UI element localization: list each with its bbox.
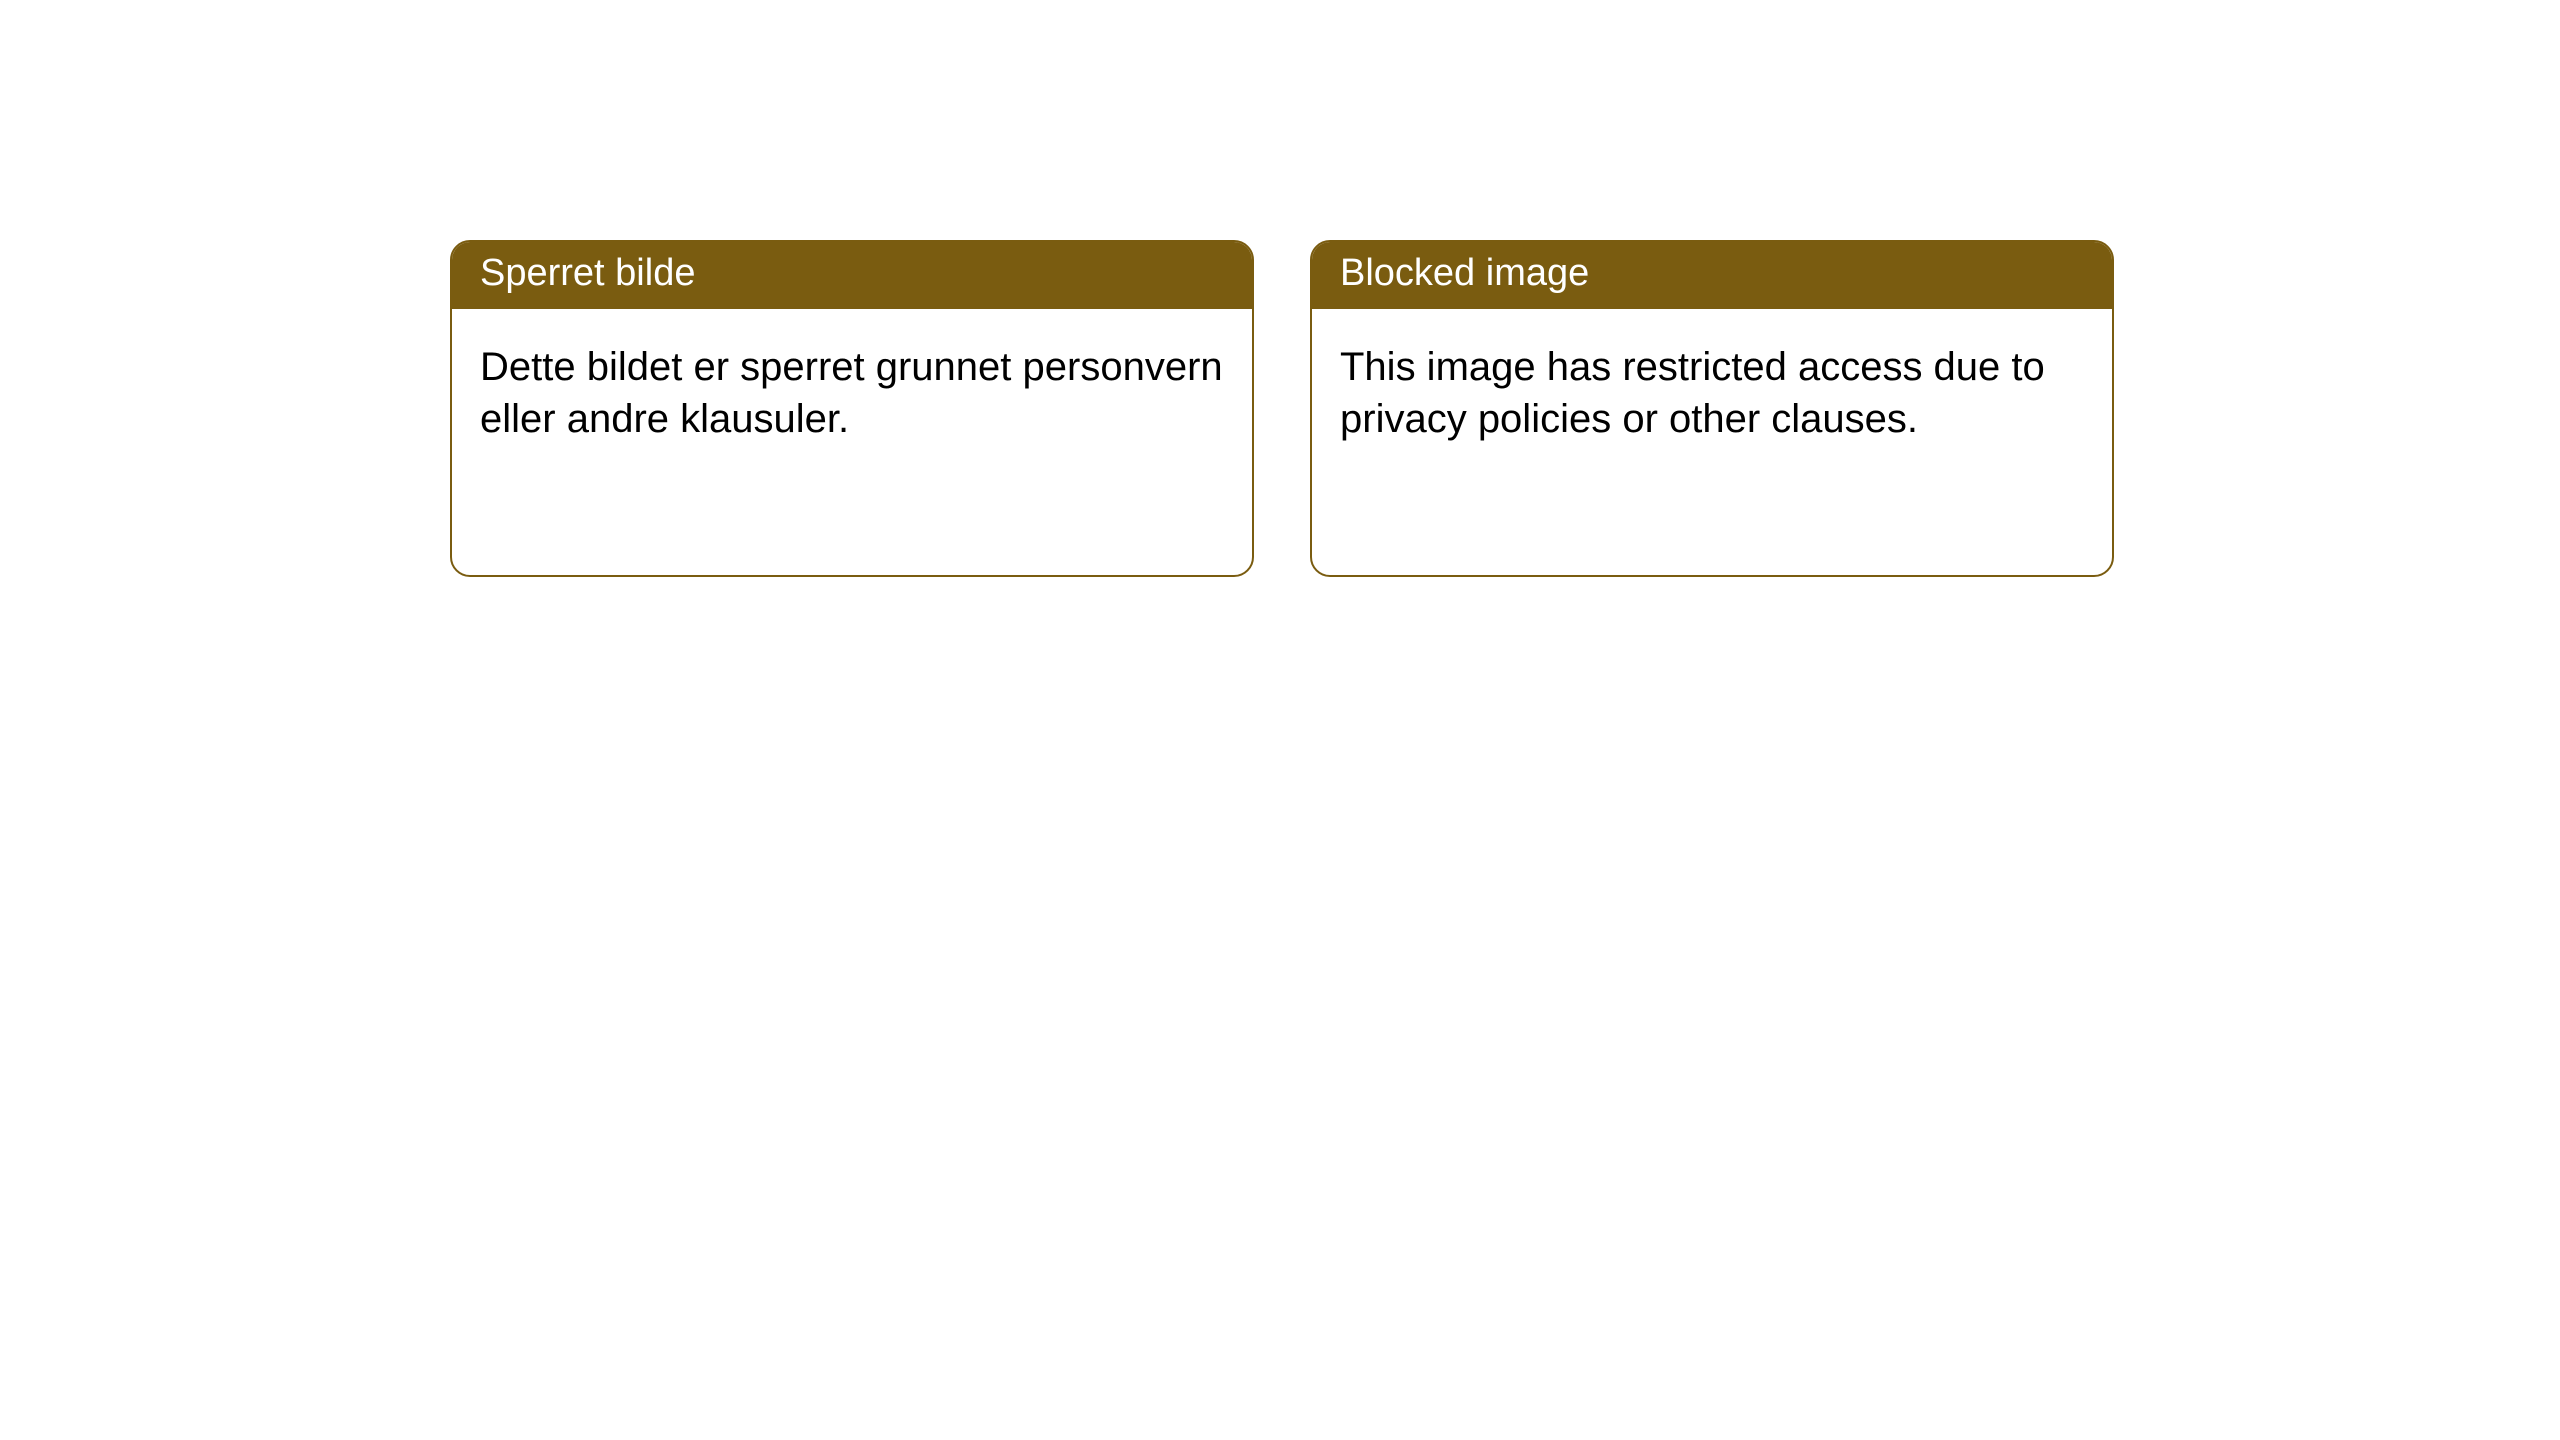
notice-card-english: Blocked image This image has restricted …: [1310, 240, 2114, 577]
notice-body-text: Dette bildet er sperret grunnet personve…: [480, 345, 1223, 441]
notice-body: This image has restricted access due to …: [1312, 309, 2112, 477]
notice-header: Blocked image: [1312, 242, 2112, 309]
notice-container: Sperret bilde Dette bildet er sperret gr…: [0, 0, 2560, 577]
notice-header: Sperret bilde: [452, 242, 1252, 309]
notice-header-text: Blocked image: [1340, 252, 1589, 294]
notice-header-text: Sperret bilde: [480, 252, 695, 294]
notice-body-text: This image has restricted access due to …: [1340, 345, 2045, 441]
notice-card-norwegian: Sperret bilde Dette bildet er sperret gr…: [450, 240, 1254, 577]
notice-body: Dette bildet er sperret grunnet personve…: [452, 309, 1252, 477]
